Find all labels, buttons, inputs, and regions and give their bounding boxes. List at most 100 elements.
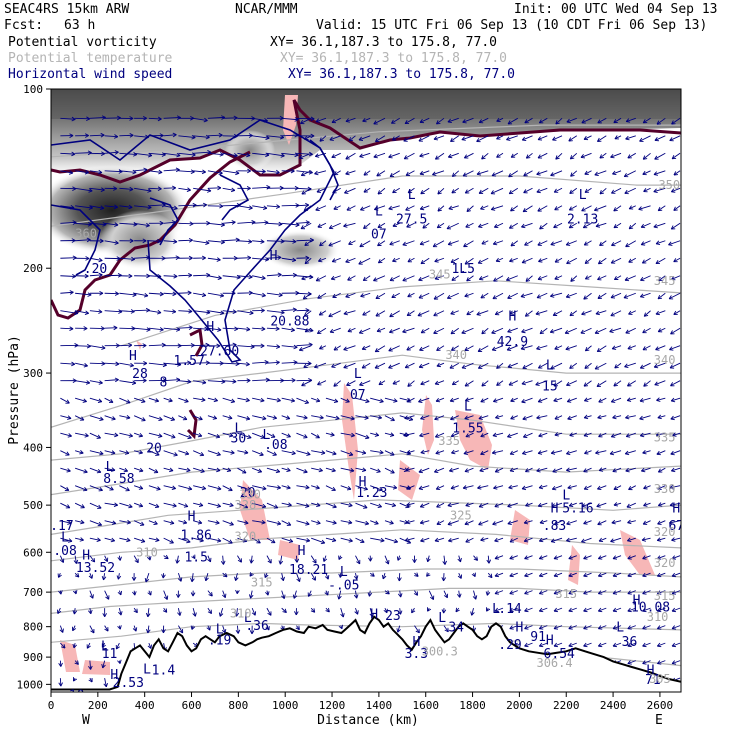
wind-vector xyxy=(509,590,518,595)
wind-vector-head xyxy=(332,520,337,525)
wind-vector xyxy=(251,537,261,544)
wind-vector-head xyxy=(184,450,190,456)
wind-vector xyxy=(134,222,150,227)
wind-vector xyxy=(89,555,96,563)
wind-extremum-label: H xyxy=(270,249,278,264)
wind-vector-head xyxy=(99,205,105,210)
wind-vector xyxy=(583,607,592,612)
wind-vector-head xyxy=(298,346,304,352)
wind-vector xyxy=(237,221,256,224)
wind-vector xyxy=(178,625,184,634)
wind-vector-head xyxy=(656,660,662,665)
run-name: SEAC4RS 15km ARW xyxy=(4,2,129,17)
wind-vector xyxy=(420,450,430,454)
wind-vector-head xyxy=(493,223,499,229)
wind-vector xyxy=(496,362,504,369)
wind-vector xyxy=(301,187,312,195)
theta-label: 350 xyxy=(658,178,680,192)
wind-vector xyxy=(509,607,518,612)
wind-vector xyxy=(584,362,592,369)
wind-vector xyxy=(340,415,355,420)
wind-vector xyxy=(303,292,312,300)
wind-vector xyxy=(163,502,177,507)
wind-vector-head xyxy=(477,485,482,490)
wind-vector xyxy=(612,345,622,350)
y-tick-label: 300 xyxy=(23,367,43,380)
wind-vector xyxy=(466,310,474,316)
wind-vector-head xyxy=(450,485,456,490)
wind-vector-head xyxy=(201,292,207,298)
wind-vector-head xyxy=(293,344,298,350)
wind-vector-head xyxy=(86,644,91,649)
wind-vector xyxy=(436,222,445,229)
wind-vector xyxy=(581,117,592,124)
wind-vector-head xyxy=(190,625,196,630)
wind-extremum-label: L xyxy=(562,489,570,504)
wind-vector xyxy=(89,660,92,670)
wind-vector xyxy=(134,327,151,331)
wind-vector xyxy=(178,380,192,383)
wind-vector-head xyxy=(226,467,232,473)
wind-vector-head xyxy=(305,537,311,543)
wind-vector-head xyxy=(332,293,337,298)
wind-vector-head xyxy=(670,415,675,421)
wind-vector-head xyxy=(463,242,468,248)
wind-vector xyxy=(266,432,276,438)
wind-vector xyxy=(296,239,314,242)
wind-vector-head xyxy=(491,329,496,334)
wind-vector-head xyxy=(233,133,238,139)
wind-vector-head xyxy=(324,591,329,596)
wind-vector-head xyxy=(420,259,425,265)
wind-vector-head xyxy=(493,277,498,282)
wind-vector xyxy=(627,555,636,560)
wind-vector xyxy=(480,397,489,403)
wind-vector xyxy=(461,135,474,141)
wind-vector xyxy=(465,187,474,194)
wind-vector xyxy=(658,327,666,333)
wind-vector xyxy=(331,275,341,280)
wind-vector xyxy=(535,380,548,386)
wind-vector-head xyxy=(554,275,559,280)
wind-vector-head xyxy=(187,434,192,440)
wind-vector xyxy=(522,205,533,213)
wind-vector xyxy=(163,310,176,313)
wind-vector xyxy=(148,520,158,525)
wind-vector-head xyxy=(627,519,632,525)
wind-vector-head xyxy=(363,504,368,509)
wind-vector xyxy=(551,502,563,507)
wind-vector-head xyxy=(114,222,119,227)
wind-vector xyxy=(523,170,533,177)
wind-vector xyxy=(626,432,636,437)
wind-vector-head xyxy=(658,276,663,282)
wind-vector-head xyxy=(262,415,267,421)
wind-vector-head xyxy=(71,151,76,157)
wind-vector xyxy=(437,187,445,195)
wind-vector-head xyxy=(186,538,191,544)
wind-vector xyxy=(654,362,666,368)
wind-vector xyxy=(252,135,270,139)
wind-vector-head xyxy=(599,241,604,247)
wind-vector-head xyxy=(583,590,588,595)
wind-vector xyxy=(222,170,240,174)
wind-vector-head xyxy=(449,364,454,369)
wind-vector xyxy=(300,222,312,230)
wind-vector-head xyxy=(233,115,238,121)
wind-vector xyxy=(104,485,114,491)
theta-contour-330 xyxy=(51,453,681,496)
wind-vector-head xyxy=(71,116,76,122)
wind-vector-head xyxy=(597,294,602,299)
wind-vector xyxy=(627,590,636,595)
wind-vector-head xyxy=(408,416,414,422)
wind-extremum-label: L xyxy=(244,611,252,626)
wind-vector xyxy=(60,537,73,542)
wind-extremum-label: -.05 xyxy=(328,579,359,594)
wind-vector-head xyxy=(389,329,394,334)
wind-vector-head xyxy=(171,485,176,491)
wind-vector-head xyxy=(179,628,184,634)
wind-vector xyxy=(266,292,283,296)
theta-label: 315 xyxy=(251,576,273,590)
wind-vector-head xyxy=(58,662,63,667)
wind-vector-head xyxy=(232,309,237,315)
wind-vector-head xyxy=(434,433,440,438)
wind-vector xyxy=(657,607,666,612)
